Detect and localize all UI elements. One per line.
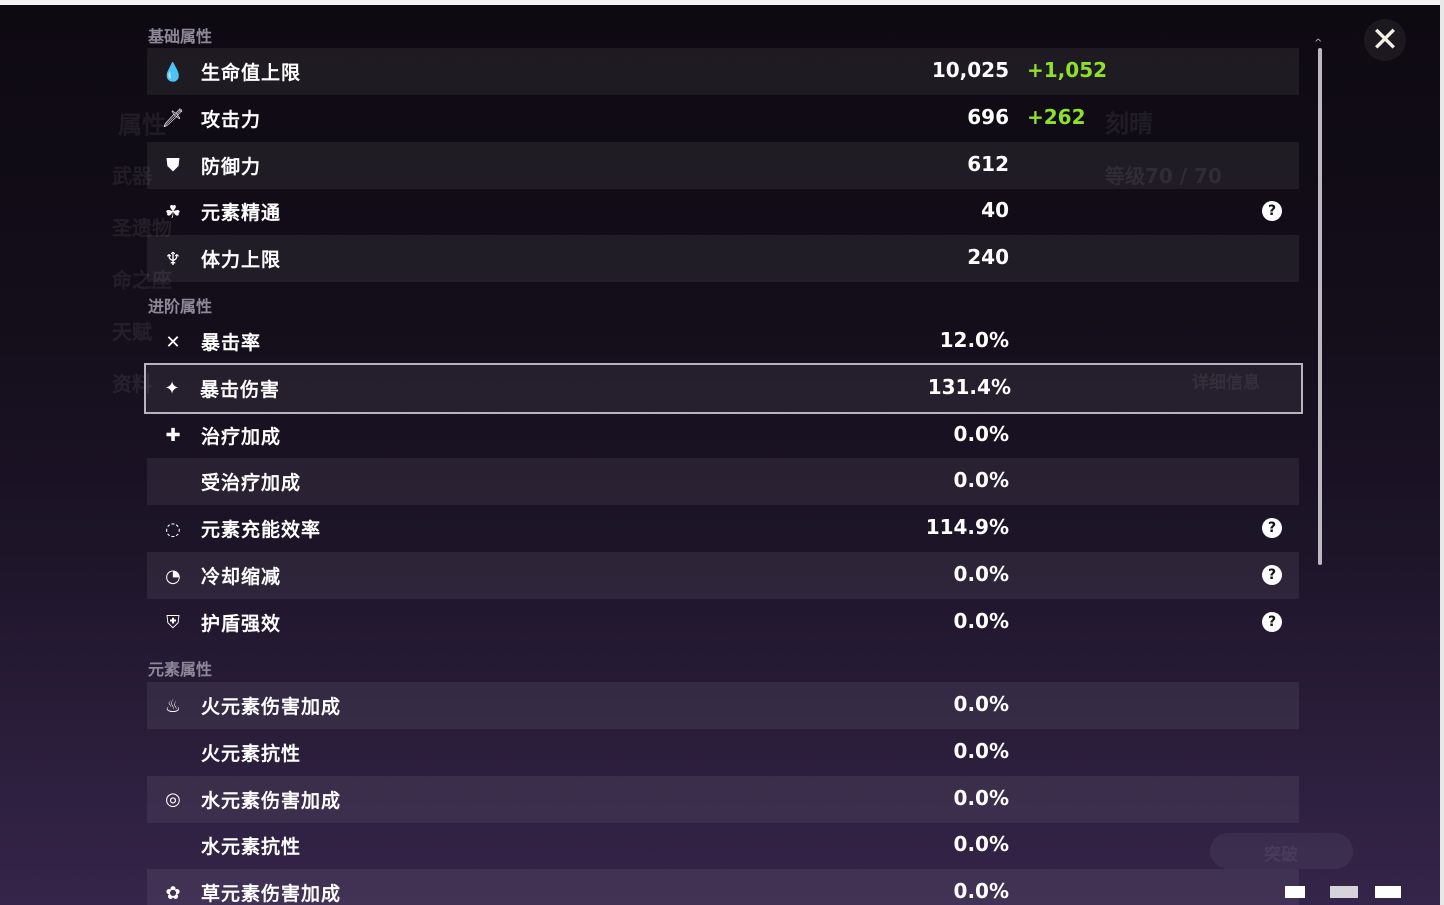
stat-row[interactable]: ✦ 暴击伤害 131.4% bbox=[144, 362, 1303, 414]
stat-value: 0.0% bbox=[953, 421, 1009, 446]
hydro-icon: ◎ bbox=[165, 789, 181, 811]
redacted-text bbox=[1375, 886, 1401, 898]
stat-value: 0.0% bbox=[953, 785, 1009, 810]
stat-value: 0.0% bbox=[953, 879, 1009, 904]
bg-menu-attributes: 属性 bbox=[118, 111, 166, 139]
crit-dmg-icon: ✦ bbox=[164, 378, 180, 400]
stat-label: 生命值上限 bbox=[201, 62, 302, 84]
stat-row[interactable]: ✚ 治疗加成 0.0% bbox=[147, 412, 1299, 459]
stat-row[interactable]: 💧 生命值上限 10,025 +1,052 bbox=[147, 48, 1299, 95]
close-button[interactable]: ✕ bbox=[1364, 19, 1406, 61]
bg-detail-button: 详细信息 bbox=[1192, 373, 1260, 393]
stat-label: 元素精通 bbox=[201, 202, 282, 225]
stat-label: 暴击伤害 bbox=[200, 378, 281, 401]
energy-recharge-icon: ◌ bbox=[165, 518, 181, 540]
help-icon[interactable]: ? bbox=[1262, 201, 1282, 222]
help-icon[interactable]: ? bbox=[1262, 565, 1282, 585]
stat-row[interactable]: ⛨ 护盾强效 0.0%? bbox=[147, 599, 1299, 646]
stat-label: 冷却缩减 bbox=[201, 566, 282, 588]
stat-row[interactable]: ◔ 冷却缩减 0.0%? bbox=[147, 552, 1299, 599]
bg-menu-artifacts: 圣遗物 bbox=[112, 216, 172, 240]
stat-label: 草元素伤害加成 bbox=[201, 883, 342, 905]
dendro-icon: ✿ bbox=[165, 882, 181, 904]
bg-menu-constellation: 命之座 bbox=[112, 268, 172, 292]
bg-menu-profile: 资料 bbox=[112, 372, 152, 396]
help-icon[interactable]: ? bbox=[1262, 611, 1282, 632]
stat-row[interactable]: 火元素抗性 0.0% bbox=[147, 729, 1299, 776]
stat-label: 火元素抗性 bbox=[201, 742, 302, 765]
bg-ascend-button: 突破 bbox=[1210, 833, 1353, 869]
stat-row[interactable]: ♨ 火元素伤害加成 0.0% bbox=[147, 682, 1299, 729]
stat-label: 水元素抗性 bbox=[201, 836, 302, 859]
shield-strength-icon: ⛨ bbox=[166, 612, 180, 634]
bg-character-name: 刻晴 bbox=[1105, 110, 1153, 138]
stat-row[interactable]: ◌ 元素充能效率 114.9%? bbox=[147, 505, 1299, 552]
stat-value: 240 bbox=[967, 245, 1009, 270]
bg-level: 等级70 / 70 bbox=[1105, 164, 1222, 188]
stat-row[interactable]: ☘ 元素精通 40? bbox=[147, 188, 1299, 235]
stat-row[interactable]: ⛊ 防御力 612 bbox=[147, 141, 1299, 189]
crit-rate-icon: ✕ bbox=[165, 331, 181, 353]
stat-row[interactable]: 水元素抗性 0.0% bbox=[147, 822, 1299, 869]
redacted-text bbox=[1285, 886, 1305, 898]
window-top-edge bbox=[0, 0, 1444, 5]
stat-value: 0.0% bbox=[953, 562, 1009, 586]
stat-value: 696 bbox=[967, 104, 1009, 129]
stat-row[interactable]: ✿ 草元素伤害加成 0.0% bbox=[147, 869, 1299, 905]
section-basic: 基础属性 bbox=[148, 27, 213, 46]
stat-label: 火元素伤害加成 bbox=[201, 696, 342, 718]
stamina-icon: ♆ bbox=[164, 248, 182, 270]
scroll-up-arrow[interactable]: ^ bbox=[1314, 38, 1323, 49]
pyro-icon: ♨ bbox=[164, 695, 182, 717]
cd-reduction-icon: ◔ bbox=[165, 565, 181, 587]
section-elemental: 元素属性 bbox=[148, 660, 213, 679]
stat-value: 0.0% bbox=[953, 692, 1009, 716]
help-icon[interactable]: ? bbox=[1262, 518, 1282, 539]
bg-menu-weapon: 武器 bbox=[112, 164, 152, 188]
elemental-mastery-icon: ☘ bbox=[164, 201, 182, 223]
stat-label: 体力上限 bbox=[201, 249, 282, 272]
stat-label: 水元素伤害加成 bbox=[201, 789, 342, 812]
stat-value: 0.0% bbox=[953, 608, 1009, 633]
section-advanced: 进阶属性 bbox=[148, 297, 213, 316]
sword-icon: 🗡 bbox=[161, 108, 185, 130]
stat-row[interactable]: ◎ 水元素伤害加成 0.0% bbox=[147, 775, 1299, 823]
stat-row[interactable]: ✕ 暴击率 12.0% bbox=[147, 318, 1299, 365]
stat-value: 10,025 bbox=[931, 58, 1009, 82]
stat-label: 元素充能效率 bbox=[201, 519, 322, 542]
stat-bonus: +1,052 bbox=[1027, 58, 1108, 82]
stat-label: 防御力 bbox=[201, 155, 262, 178]
stat-label: 护盾强效 bbox=[201, 612, 282, 635]
stat-row[interactable]: 受治疗加成 0.0% bbox=[147, 458, 1299, 506]
redacted-text bbox=[1330, 886, 1358, 898]
stat-value: 0.0% bbox=[953, 738, 1009, 763]
stat-value: 0.0% bbox=[953, 468, 1009, 493]
shield-icon: ⛊ bbox=[166, 155, 180, 177]
stat-bonus: +262 bbox=[1027, 104, 1086, 129]
stat-label: 攻击力 bbox=[201, 108, 262, 131]
stat-row[interactable]: ♆ 体力上限 240 bbox=[147, 235, 1299, 283]
hp-drop-icon: 💧 bbox=[161, 61, 185, 83]
stat-value: 131.4% bbox=[927, 374, 1011, 399]
stat-value: 114.9% bbox=[925, 515, 1009, 540]
stat-row[interactable]: 🗡 攻击力 696 +262 bbox=[147, 95, 1299, 142]
stat-value: 612 bbox=[967, 151, 1009, 176]
stat-label: 暴击率 bbox=[201, 332, 262, 354]
stat-value: 12.0% bbox=[939, 328, 1009, 352]
healing-icon: ✚ bbox=[165, 425, 181, 447]
stat-value: 0.0% bbox=[953, 832, 1009, 857]
stat-label: 受治疗加成 bbox=[201, 472, 302, 495]
bg-menu-talents: 天赋 bbox=[112, 320, 152, 344]
stat-label: 治疗加成 bbox=[201, 425, 282, 448]
window-right-edge bbox=[1440, 0, 1444, 905]
stat-value: 40 bbox=[981, 198, 1009, 223]
ascend-label: 突破 bbox=[1264, 845, 1298, 865]
scrollbar[interactable] bbox=[1318, 48, 1322, 565]
